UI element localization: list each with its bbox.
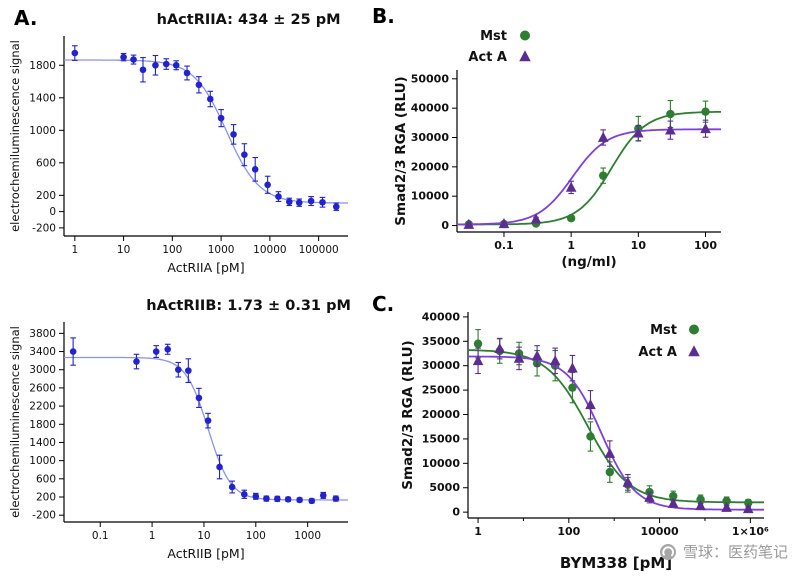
svg-text:3000: 3000 bbox=[29, 364, 56, 376]
svg-text:3800: 3800 bbox=[29, 328, 56, 340]
svg-text:0: 0 bbox=[452, 506, 460, 519]
svg-text:ActRIIA [pM]: ActRIIA [pM] bbox=[167, 260, 244, 275]
svg-text:30000: 30000 bbox=[422, 359, 461, 372]
svg-text:1000: 1000 bbox=[29, 125, 56, 137]
svg-text:BYM338 [pM]: BYM338 [pM] bbox=[560, 554, 672, 572]
svg-text:Mst: Mst bbox=[650, 323, 677, 338]
svg-text:1800: 1800 bbox=[29, 419, 56, 431]
svg-text:0.1: 0.1 bbox=[494, 239, 514, 252]
panel-label-b: B. bbox=[372, 4, 395, 28]
svg-text:40000: 40000 bbox=[411, 102, 450, 115]
chart-actriia-binding: -200 0 200 600 1000 1400 1800 1 10 100 1000 10000 10… bbox=[6, 6, 358, 286]
svg-text:50000: 50000 bbox=[411, 72, 450, 85]
svg-text:0: 0 bbox=[49, 206, 56, 218]
svg-text:1: 1 bbox=[567, 239, 575, 252]
svg-text:Act A: Act A bbox=[638, 345, 677, 360]
svg-text:10: 10 bbox=[117, 244, 130, 256]
svg-text:20000: 20000 bbox=[411, 160, 450, 173]
svg-text:Smad2/3 RGA (RLU): Smad2/3 RGA (RLU) bbox=[393, 76, 409, 225]
svg-text:100: 100 bbox=[162, 244, 182, 256]
svg-text:-200: -200 bbox=[32, 222, 56, 234]
svg-text:30000: 30000 bbox=[411, 131, 450, 144]
svg-text:2600: 2600 bbox=[29, 382, 56, 394]
svg-text:200: 200 bbox=[36, 492, 56, 504]
panel-label-c: C. bbox=[372, 292, 395, 316]
svg-text:ActRIIB [pM]: ActRIIB [pM] bbox=[167, 546, 244, 561]
svg-text:electrochemiluminescence signa: electrochemiluminescence signal bbox=[8, 40, 22, 232]
svg-text:Act A: Act A bbox=[468, 50, 507, 65]
svg-text:25000: 25000 bbox=[422, 384, 461, 397]
svg-text:(ng/ml): (ng/ml) bbox=[561, 254, 616, 270]
svg-text:100: 100 bbox=[694, 239, 717, 252]
svg-text:10000: 10000 bbox=[422, 457, 461, 470]
svg-text:1000: 1000 bbox=[29, 455, 56, 467]
svg-text:40000: 40000 bbox=[422, 310, 461, 323]
panel-label-a: A. bbox=[14, 6, 38, 30]
xueqiu-watermark: 雪球：医药笔记 bbox=[659, 541, 788, 562]
svg-text:10: 10 bbox=[631, 239, 647, 252]
svg-text:1800: 1800 bbox=[29, 60, 56, 72]
svg-text:100000: 100000 bbox=[299, 244, 339, 256]
svg-text:10000: 10000 bbox=[640, 525, 679, 538]
svg-text:1: 1 bbox=[71, 244, 78, 256]
svg-text:1000: 1000 bbox=[294, 530, 321, 542]
svg-text:1400: 1400 bbox=[29, 437, 56, 449]
svg-text:1: 1 bbox=[474, 525, 482, 538]
svg-text:hActRIIA: 434 ± 25 pM: hActRIIA: 434 ± 25 pM bbox=[157, 12, 341, 28]
svg-text:Smad2/3 RGA (RLU): Smad2/3 RGA (RLU) bbox=[400, 340, 416, 489]
svg-text:hActRIIB: 1.73 ± 0.31 pM: hActRIIB: 1.73 ± 0.31 pM bbox=[146, 298, 351, 314]
chart-bym338-inhibition: 0 5000 10000 15000 20000 25000 30000 35000 40000… bbox=[392, 296, 790, 584]
svg-text:10000: 10000 bbox=[253, 244, 286, 256]
svg-text:electrochemiluminescence signa: electrochemiluminescence signal bbox=[8, 326, 22, 518]
svg-text:10000: 10000 bbox=[411, 190, 450, 203]
svg-text:0: 0 bbox=[441, 219, 449, 232]
svg-text:10: 10 bbox=[197, 530, 210, 542]
svg-text:1400: 1400 bbox=[29, 92, 56, 104]
svg-text:1000: 1000 bbox=[208, 244, 235, 256]
chart-actriib-binding: -200 200 600 1000 1400 1800 2200 2600 3000 3400 38… bbox=[6, 292, 358, 572]
svg-text:35000: 35000 bbox=[422, 335, 461, 348]
svg-text:20000: 20000 bbox=[422, 408, 461, 421]
chart-smad-rga-activation: 0 10000 20000 30000 40000 50000 0.1 1 10 100 (ng/m… bbox=[385, 18, 735, 284]
svg-text:1: 1 bbox=[149, 530, 156, 542]
svg-text:Mst: Mst bbox=[480, 29, 507, 44]
svg-text:200: 200 bbox=[36, 190, 56, 202]
watermark-text: 雪球：医药笔记 bbox=[682, 543, 788, 561]
svg-text:1×10⁶: 1×10⁶ bbox=[732, 525, 769, 538]
svg-text:100: 100 bbox=[557, 525, 580, 538]
svg-text:100: 100 bbox=[246, 530, 266, 542]
svg-text:600: 600 bbox=[36, 157, 56, 169]
xueqiu-logo-icon bbox=[659, 543, 676, 560]
svg-text:5000: 5000 bbox=[429, 481, 460, 494]
svg-text:15000: 15000 bbox=[422, 432, 461, 445]
svg-text:600: 600 bbox=[36, 473, 56, 485]
svg-text:0.1: 0.1 bbox=[92, 530, 109, 542]
svg-text:3400: 3400 bbox=[29, 346, 56, 358]
svg-text:2200: 2200 bbox=[29, 401, 56, 413]
svg-text:-200: -200 bbox=[32, 510, 56, 522]
